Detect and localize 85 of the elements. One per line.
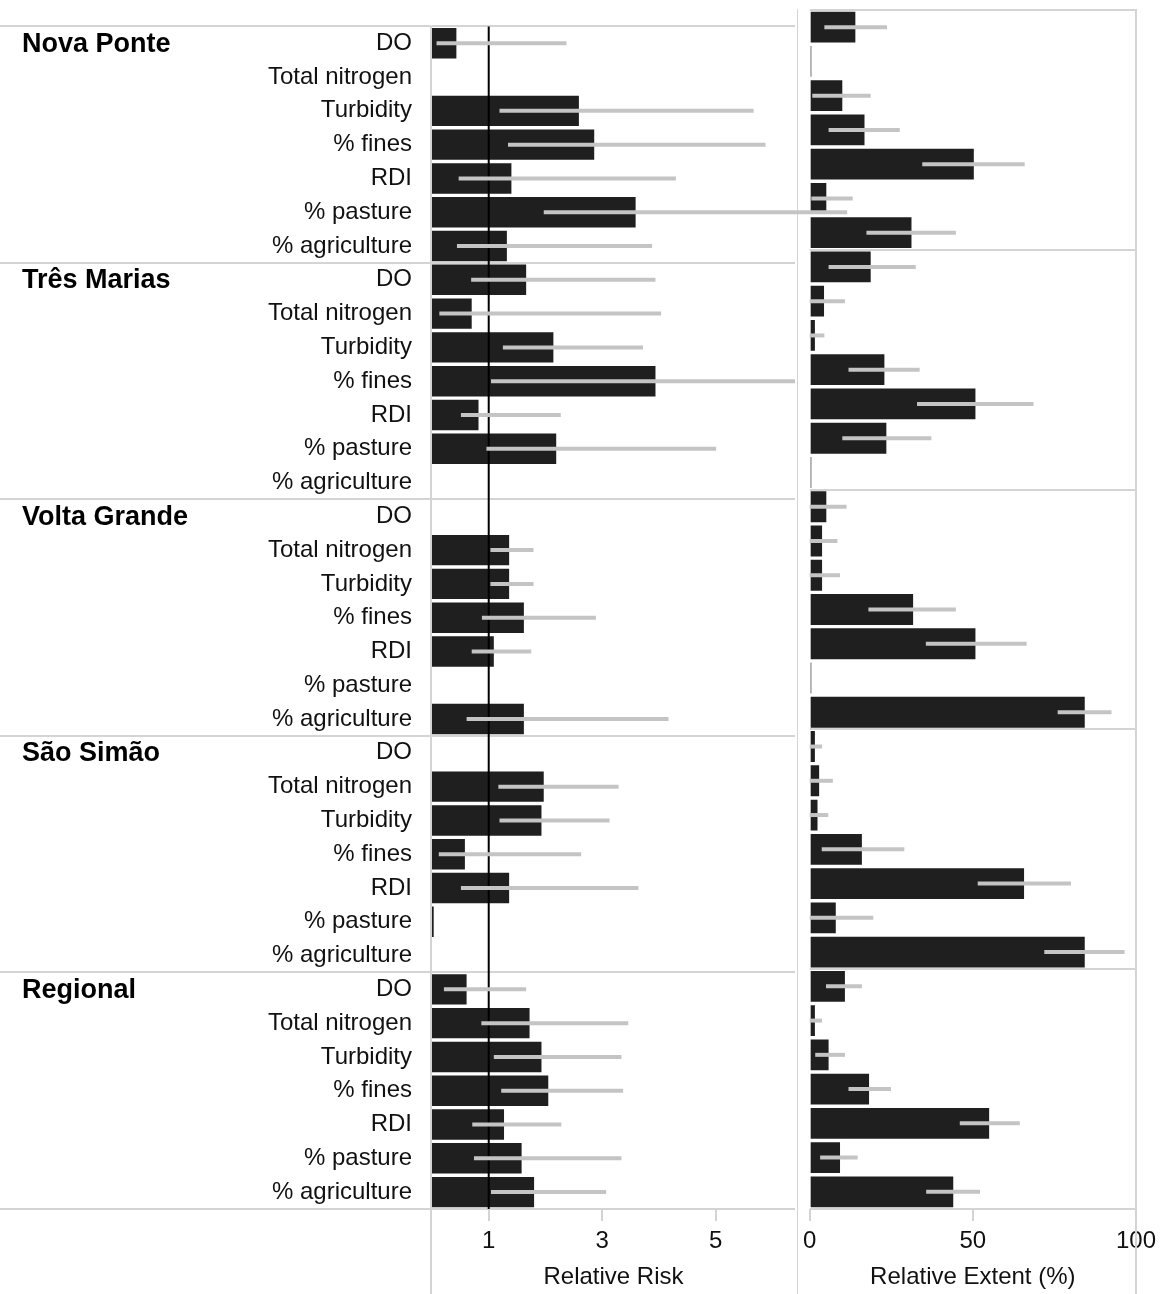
bar [810,970,845,1002]
text: Volta Grande [22,500,189,531]
y-tick-label: % pasture [303,433,412,461]
bar [810,217,912,249]
y-tick-label: % pasture [303,906,412,934]
bar [432,332,554,363]
bar [432,95,579,127]
y-tick-label: Total nitrogen [267,1007,412,1035]
y-tick-label: Turbidity [320,1041,412,1069]
x-tick-label: 0 [802,1226,817,1254]
bar [432,534,510,566]
y-tick-label: Total nitrogen [267,771,412,799]
text: Nova Ponte [22,27,171,58]
bar [432,974,467,1005]
text: Três Marias [22,264,171,295]
bar [810,1107,990,1139]
y-tick-label: Total nitrogen [267,298,412,326]
y-tick-label: RDI [370,1109,412,1137]
bar [810,1142,841,1174]
y-tick-label: DO [376,500,412,528]
bar [432,568,510,600]
y-tick-label: RDI [370,872,412,900]
y-tick-label: % fines [333,602,412,630]
bar [432,602,524,633]
y-tick-label: % agriculture [271,230,412,258]
y-tick-label: Turbidity [320,332,412,360]
bar [810,1073,870,1105]
x-tick-label: 3 [595,1226,609,1254]
bar [432,1109,505,1140]
y-tick-label: Turbidity [320,95,412,123]
bar [810,148,974,180]
y-tick-label: % pasture [303,1142,412,1170]
y-tick-label: RDI [370,399,412,427]
y-tick-label: % agriculture [271,1176,412,1204]
y-tick-label: % fines [333,365,412,393]
x-tick-label: 50 [959,1226,987,1254]
bar [432,1143,522,1174]
y-tick-label: RDI [370,163,412,191]
bar [810,11,856,43]
x-axis-title: Relative Extent (%) [870,1262,1076,1290]
y-tick-label: DO [376,974,412,1001]
bar [810,388,976,420]
x-axis-title: Relative Risk [543,1262,685,1290]
bar [432,1075,549,1106]
bar [432,771,544,802]
bar [810,354,885,386]
bar [432,1176,535,1208]
bar [432,805,542,836]
bar [810,422,887,454]
y-tick-label: % fines [333,838,412,866]
x-tick-label: 5 [708,1226,723,1254]
bar [810,628,976,660]
x-tick-label: 100 [1115,1226,1156,1254]
y-tick-label: % fines [333,129,412,157]
y-tick-label: DO [376,264,412,292]
bar [810,114,865,146]
bar [810,936,1085,968]
y-tick-label: % agriculture [271,940,412,968]
text: Regional [22,973,137,1004]
bar [810,868,1025,899]
bar [432,399,479,431]
bar [810,1176,954,1208]
bar [432,1041,542,1073]
y-tick-label: RDI [370,636,412,664]
y-tick-label: Total nitrogen [267,534,412,562]
text: São Simão [22,737,161,768]
y-tick-label: Total nitrogen [267,61,412,89]
y-tick-label: Turbidity [320,568,412,596]
y-tick-label: DO [376,737,412,765]
bar [432,197,636,228]
y-tick-label: % pasture [303,669,412,697]
y-tick-label: % agriculture [271,703,412,731]
y-tick-label: % fines [333,1075,412,1103]
bar [432,129,595,160]
bar [432,1007,530,1039]
y-tick-label: Turbidity [320,805,412,833]
bar [810,833,862,865]
bar [432,433,557,464]
y-tick-label: % pasture [303,196,412,224]
y-tick-label: DO [376,27,412,55]
bar [810,594,914,625]
x-tick-label: 1 [482,1226,496,1254]
bar [432,636,494,667]
y-tick-label: % agriculture [271,467,412,495]
bar [810,696,1085,728]
